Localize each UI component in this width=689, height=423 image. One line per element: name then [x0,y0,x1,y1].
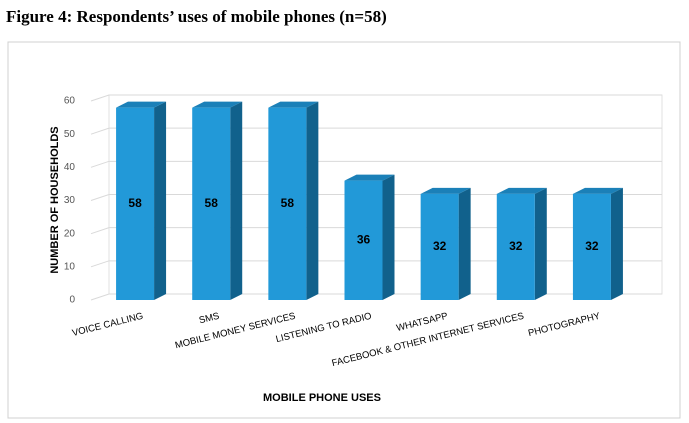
bar [192,107,231,300]
bar-top [116,101,167,108]
bar-top [496,187,547,194]
x-tick-label: SMS [198,311,221,327]
y-tick-label: 40 [64,162,76,173]
bar [344,180,383,300]
x-axis-title: MOBILE PHONE USES [263,392,381,404]
bar-top [268,101,319,108]
data-label: 58 [281,196,295,210]
y-tick-label: 0 [69,295,75,306]
y-tick-label: 60 [64,96,76,107]
grid-line [90,194,662,201]
grid-line [90,94,662,102]
bar-top [420,187,471,194]
bar-side [382,174,395,300]
data-label: 32 [585,239,599,253]
y-tick-label: 20 [64,228,76,239]
bar-side [154,101,167,300]
bar [496,193,535,300]
bar-side [230,101,243,300]
bar-side [534,187,547,300]
grid-line [90,227,662,235]
y-axis-title: NUMBER OF HOUSEHOLDS [49,126,61,273]
y-tick-label: 50 [64,129,76,140]
y-tick-label: 30 [64,195,76,206]
bar [268,107,307,300]
bar-top [344,174,395,181]
data-label: 32 [509,239,523,253]
bar [572,193,611,300]
bar [420,193,459,300]
bar-top [192,101,243,108]
data-label: 58 [205,196,219,210]
bar-top [572,187,623,194]
grid-line [90,160,662,168]
data-label: 58 [128,196,142,210]
bar-side [458,187,471,300]
bar-side [610,187,623,300]
bar-side [306,101,319,300]
chart-title: Figure 4: Respondents’ uses of mobile ph… [6,7,387,26]
data-label: 36 [357,232,371,246]
grid-line [90,260,662,268]
bar [116,107,155,300]
grid-line [90,127,662,135]
grid-line [90,293,662,301]
data-label: 32 [433,239,447,253]
y-tick-label: 10 [64,261,76,272]
